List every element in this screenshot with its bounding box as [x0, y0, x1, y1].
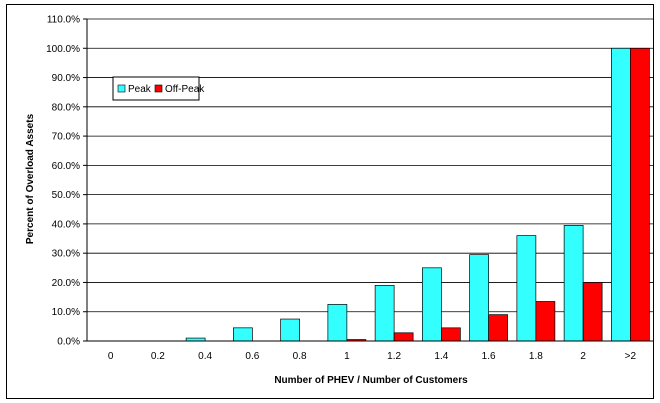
- y-tick-label: 110.0%: [47, 15, 80, 26]
- y-tick-label: 0.0%: [57, 337, 80, 348]
- legend-label-peak: Peak: [128, 84, 152, 95]
- axes: [86, 19, 654, 342]
- bar-peak: [611, 47, 631, 342]
- x-tick-label: 0: [108, 351, 114, 362]
- y-tick-label: 60.0%: [52, 161, 80, 172]
- x-tick-label: 0.8: [293, 351, 307, 362]
- bars: [185, 47, 650, 342]
- x-tick-label: 1: [344, 351, 350, 362]
- x-tick-label: 1.4: [434, 351, 448, 362]
- bar-peak: [327, 304, 348, 342]
- x-tick-label: 1.6: [482, 351, 496, 362]
- y-tick-label: 50.0%: [52, 190, 80, 201]
- bar-off-peak: [441, 327, 461, 342]
- y-tick-label: 20.0%: [52, 278, 80, 289]
- bar-off-peak: [393, 332, 414, 342]
- x-tick-label: 0.6: [245, 351, 259, 362]
- y-tick-label: 90.0%: [52, 73, 80, 84]
- bar-peak: [469, 254, 489, 342]
- y-tick-labels: 0.0% 10.0% 20.0% 30.0% 40.0% 50.0% 60.0% 70.0% 8…: [46, 15, 80, 348]
- x-tick-label: 1.2: [387, 351, 401, 362]
- y-tick-label: 30.0%: [52, 249, 80, 260]
- bar-peak: [422, 267, 442, 342]
- x-tick-labels: 0 0.2 0.4 0.6 0.8 1 1.2 1.4 1.6 1.8 2 >2: [108, 351, 637, 362]
- y-tick-label: 80.0%: [52, 102, 80, 113]
- grid-lines: [83, 18, 654, 342]
- x-tick-label: >2: [625, 351, 637, 362]
- bar-off-peak: [582, 282, 603, 342]
- y-tick-label: 10.0%: [52, 307, 80, 318]
- legend-swatch-off-peak: [154, 84, 163, 93]
- y-tick-label: 70.0%: [52, 132, 80, 143]
- legend: Peak Off-Peak: [112, 76, 205, 101]
- bar-peak: [280, 318, 300, 342]
- y-tick-label: 40.0%: [52, 219, 80, 230]
- bar-off-peak: [630, 47, 650, 342]
- bar-peak: [516, 235, 537, 342]
- x-tick-label: 0.4: [198, 351, 212, 362]
- bar-peak: [374, 285, 395, 342]
- x-tick-label: 0.2: [151, 351, 165, 362]
- x-tick-label: 2: [580, 351, 586, 362]
- bar-off-peak: [488, 314, 508, 342]
- legend-swatch-peak: [117, 84, 126, 93]
- bar-peak: [233, 327, 253, 342]
- y-tick-label: 100.0%: [46, 44, 80, 55]
- x-tick-label: 1.8: [529, 351, 543, 362]
- legend-label-off-peak: Off-Peak: [165, 84, 205, 95]
- bar-peak: [563, 225, 584, 342]
- x-axis-title: Number of PHEV / Number of Customers: [274, 375, 468, 386]
- y-axis-title: Percent of Overload Assets: [25, 113, 36, 244]
- bar-off-peak: [535, 301, 556, 342]
